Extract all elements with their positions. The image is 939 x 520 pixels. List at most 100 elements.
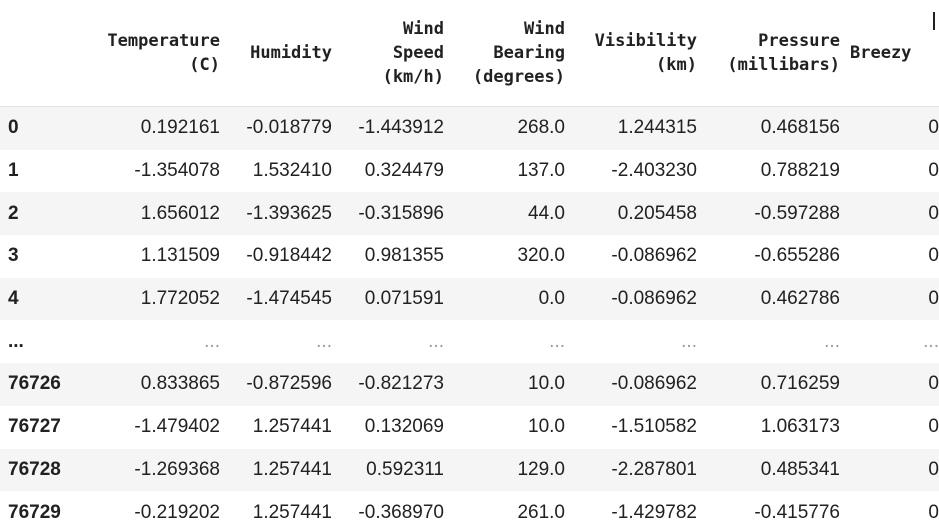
cell-pressure: 0.788219 — [697, 149, 840, 193]
column-header-line: (C) — [189, 55, 220, 75]
cell-temperature: ... — [80, 320, 220, 364]
cell-pressure: -0.597288 — [697, 192, 840, 236]
table-row: 3 1.131509 -0.918442 0.981355 320.0 -0.086962… — [0, 235, 939, 278]
cell-visibility: 1.244315 — [565, 106, 697, 150]
cell-wind-bearing: 268.0 — [444, 106, 565, 150]
cell-wind-bearing: 137.0 — [444, 149, 565, 193]
cell-temperature: 1.656012 — [80, 192, 220, 236]
table-row: 1 -1.354078 1.532410 0.324479 137.0 -2.403230… — [0, 149, 939, 193]
cell-humidity: -0.018779 — [220, 106, 332, 150]
cell-visibility: -2.403230 — [565, 149, 697, 193]
cell-temperature: 1.772052 — [80, 277, 220, 321]
column-header-line: Breezy — [850, 43, 912, 63]
column-header-visibility: Visibility (km) — [565, 0, 697, 107]
cell-wind-speed: -0.315896 — [332, 192, 444, 236]
cell-wind-bearing: 44.0 — [444, 192, 565, 236]
row-index: 1 — [0, 149, 80, 193]
cell-breezy: 0 — [840, 192, 939, 236]
column-header-temperature: Temperature (C) — [80, 0, 220, 107]
cell-visibility: 0.205458 — [565, 192, 697, 236]
cell-wind-speed: -1.443912 — [332, 106, 444, 150]
cell-visibility: -1.510582 — [565, 405, 697, 449]
cell-humidity: -1.393625 — [220, 192, 332, 236]
table-body: 0 0.192161 -0.018779 -1.443912 268.0 1.244315… — [0, 106, 939, 520]
cell-wind-bearing: 10.0 — [444, 363, 565, 406]
header-row: Temperature (C) Humidity Wind Speed (km/h) Win… — [0, 0, 939, 107]
cell-breezy: 0 — [840, 363, 939, 406]
column-header-line: Bearing — [493, 43, 565, 63]
cell-pressure: -0.655286 — [697, 235, 840, 278]
cell-humidity: -1.474545 — [220, 277, 332, 321]
row-index: 4 — [0, 277, 80, 321]
cell-wind-speed: 0.324479 — [332, 149, 444, 193]
ellipsis-row: ........................ — [0, 320, 939, 364]
row-index: 76726 — [0, 363, 80, 406]
row-index: ... — [0, 320, 80, 364]
cell-breezy: 0 — [840, 149, 939, 193]
row-index: 3 — [0, 235, 80, 278]
cell-wind-speed: -0.821273 — [332, 363, 444, 406]
table-row: 76726 0.833865 -0.872596 -0.821273 10.0 -0.08… — [0, 363, 939, 406]
table-row: 76729 -0.219202 1.257441 -0.368970 261.0 -1.4… — [0, 491, 939, 520]
cell-wind-speed: 0.981355 — [332, 235, 444, 278]
cell-visibility: -1.429782 — [565, 491, 697, 520]
column-header-line: Humidity — [250, 43, 332, 63]
cell-humidity: 1.532410 — [220, 149, 332, 193]
column-header-pressure: Pressure (millibars) — [697, 0, 840, 107]
column-header-line: (km/h) — [382, 67, 444, 87]
cell-temperature: 0.833865 — [80, 363, 220, 406]
cell-humidity: -0.918442 — [220, 235, 332, 278]
cell-breezy: 0 — [840, 405, 939, 449]
cell-pressure: 0.462786 — [697, 277, 840, 321]
cell-pressure: 0.485341 — [697, 448, 840, 492]
cell-breezy: ... — [840, 320, 939, 364]
cell-pressure: 1.063173 — [697, 405, 840, 449]
column-header-line: (km) — [656, 55, 697, 75]
cell-breezy: 0 — [840, 491, 939, 520]
cell-visibility: -0.086962 — [565, 277, 697, 321]
cell-wind-speed: 0.132069 — [332, 405, 444, 449]
cell-wind-bearing: 10.0 — [444, 405, 565, 449]
cell-humidity: 1.257441 — [220, 491, 332, 520]
column-header-line: Speed — [392, 43, 444, 63]
cell-humidity: ... — [220, 320, 332, 364]
cell-wind-bearing: 261.0 — [444, 491, 565, 520]
cell-visibility: ... — [565, 320, 697, 364]
table-row: 4 1.772052 -1.474545 0.071591 0.0 -0.086962 0.… — [0, 277, 939, 321]
cell-visibility: -0.086962 — [565, 235, 697, 278]
cell-temperature: 0.192161 — [80, 106, 220, 150]
cell-pressure: 0.716259 — [697, 363, 840, 406]
cell-pressure: 0.468156 — [697, 106, 840, 150]
cell-pressure: -0.415776 — [697, 491, 840, 520]
cell-wind-speed: 0.592311 — [332, 448, 444, 492]
cell-humidity: -0.872596 — [220, 363, 332, 406]
cell-temperature: -1.479402 — [80, 405, 220, 449]
row-index: 76727 — [0, 405, 80, 449]
row-index: 2 — [0, 192, 80, 236]
cell-breezy: 0 — [840, 448, 939, 492]
cell-wind-bearing: 0.0 — [444, 277, 565, 321]
cell-temperature: -1.269368 — [80, 448, 220, 492]
table-row: 2 1.656012 -1.393625 -0.315896 44.0 0.205458-… — [0, 192, 939, 236]
column-header-line: (millibars) — [727, 55, 840, 75]
cell-wind-bearing: 129.0 — [444, 448, 565, 492]
column-header-wind-bearing: Wind Bearing (degrees) — [444, 0, 565, 107]
cut-off-column-edge — [933, 12, 935, 30]
cell-wind-bearing: 320.0 — [444, 235, 565, 278]
cell-breezy: 0 — [840, 235, 939, 278]
cell-pressure: ... — [697, 320, 840, 364]
cell-temperature: 1.131509 — [80, 235, 220, 278]
column-header-line: Wind — [524, 19, 565, 39]
column-header-line: Pressure — [758, 31, 840, 51]
column-header-breezy: Breezy — [840, 0, 939, 107]
table-row: 0 0.192161 -0.018779 -1.443912 268.0 1.244315… — [0, 106, 939, 150]
cell-humidity: 1.257441 — [220, 448, 332, 492]
row-index: 76728 — [0, 448, 80, 492]
cell-breezy: 0 — [840, 106, 939, 150]
cell-breezy: 0 — [840, 277, 939, 321]
row-index: 0 — [0, 106, 80, 150]
cell-wind-speed: -0.368970 — [332, 491, 444, 520]
cell-temperature: -1.354078 — [80, 149, 220, 193]
